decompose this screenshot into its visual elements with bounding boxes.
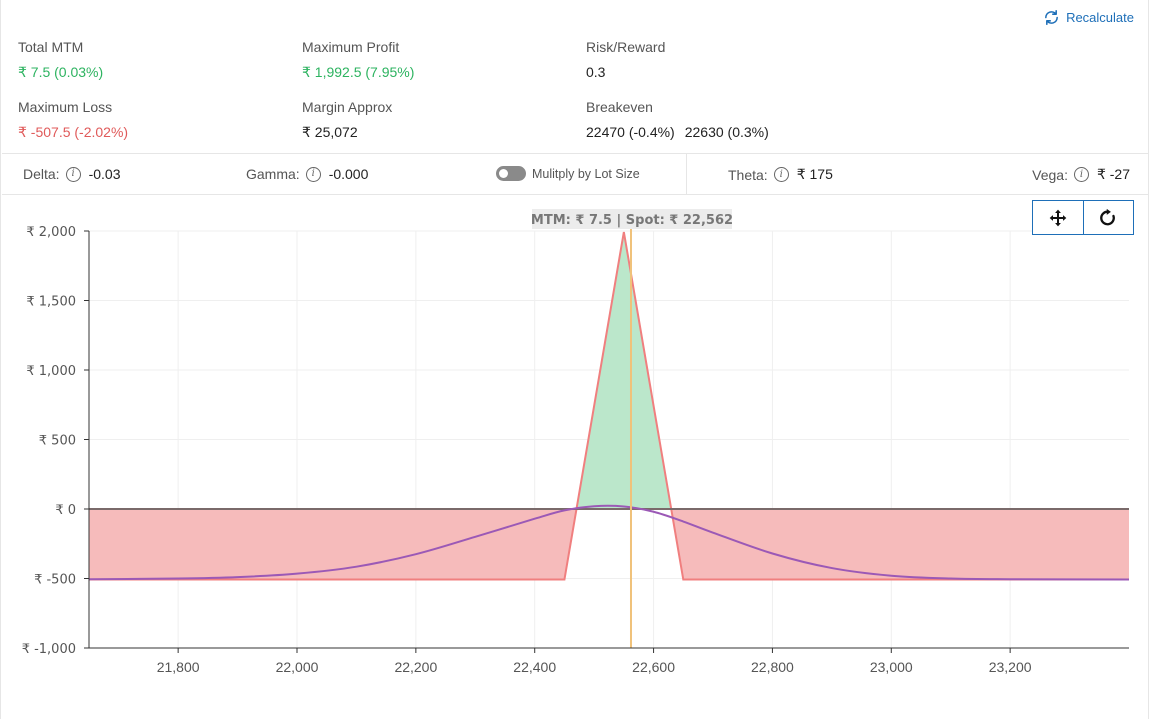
gamma-label: Gamma: (246, 166, 300, 182)
payoff-chart[interactable]: ₹ 2,000 ₹ 1,500 ₹ 1,000 ₹ 500 ₹ 0 ₹ -500 ₹ -1,… (1, 196, 1149, 719)
margin-value: ₹ 25,072 (302, 124, 358, 140)
chart-toolbar (1032, 200, 1134, 235)
vega-label: Vega: (1032, 166, 1068, 183)
y-tick-label: ₹ -1,000 (22, 642, 76, 657)
recalculate-button[interactable]: Recalculate (1043, 9, 1134, 26)
refresh-icon (1045, 9, 1059, 26)
x-tick-label: 22,000 (276, 659, 319, 675)
x-tick-label: 23,000 (870, 659, 913, 675)
target-day-payoff-line (88, 504, 1130, 581)
info-icon[interactable]: i (65, 166, 81, 182)
recalculate-label: Recalculate (1066, 10, 1134, 25)
max-loss-value: ₹ -507.5 (-2.02%) (18, 124, 129, 140)
x-tick-label: 22,400 (513, 659, 556, 675)
greeks-divider (686, 154, 687, 195)
theta-value: ₹ 175 (796, 166, 833, 182)
breakeven-values: 22470 (-0.4%) 22630 (0.3%) (586, 124, 769, 140)
info-icon[interactable]: i (773, 167, 789, 182)
breakeven-lower: 22470 (-0.4%) (586, 124, 675, 140)
max-profit-label: Maximum Profit (302, 39, 400, 55)
y-tick-label: ₹ -500 (34, 573, 76, 588)
greeks-bar: Delta: i -0.03 Gamma: i -0.000 Mulitply … (2, 153, 1149, 195)
reset-zoom-button[interactable] (1082, 201, 1134, 234)
x-tick-label: 22,600 (632, 659, 675, 675)
expiry-payoff-line (89, 231, 1129, 581)
delta-value: -0.03 (88, 166, 121, 182)
max-profit-value: ₹ 1,992.5 (7.95%) (302, 64, 415, 80)
x-tick-label: 23,200 (989, 659, 1032, 675)
total-mtm-label: Total MTM (18, 39, 84, 55)
max-loss-stat: Maximum Loss ₹ -507.5 (-2.02%) (18, 99, 128, 141)
x-tick-label: 22,800 (751, 659, 794, 675)
multiply-lot-size-label: Mulitply by Lot Size (532, 166, 640, 181)
margin-stat: Margin Approx ₹ 25,072 (302, 99, 392, 141)
toggle-switch[interactable] (496, 166, 526, 181)
total-mtm-stat: Total MTM ₹ 7.5 (0.03%) (18, 39, 103, 81)
info-icon[interactable]: i (1073, 167, 1089, 182)
y-tick-label: ₹ 0 (55, 503, 76, 518)
theta-greek: Theta: i ₹ 175 (728, 166, 833, 183)
tooltip-background (531, 209, 732, 229)
toggle-knob (499, 169, 508, 178)
pan-button[interactable] (1033, 201, 1083, 234)
tooltip-text: MTM: ₹ 7.5 | Spot: ₹ 22,562 (531, 213, 733, 228)
x-tick-label: 21,800 (157, 659, 200, 675)
move-arrows-icon (1049, 209, 1067, 226)
breakeven-label: Breakeven (586, 99, 653, 115)
multiply-lot-size-toggle[interactable]: Mulitply by Lot Size (496, 166, 640, 181)
loss-area (89, 509, 577, 580)
reset-icon (1100, 208, 1116, 225)
breakeven-stat: Breakeven 22470 (-0.4%) 22630 (0.3%) (586, 99, 769, 140)
delta-greek: Delta: i -0.03 (23, 166, 121, 182)
max-profit-stat: Maximum Profit ₹ 1,992.5 (7.95%) (302, 39, 414, 81)
gamma-greek: Gamma: i -0.000 (246, 166, 368, 182)
vega-greek: Vega: i ₹ -27 (1032, 166, 1130, 183)
margin-label: Margin Approx (302, 99, 393, 115)
theta-label: Theta: (728, 166, 768, 183)
vega-value: ₹ -27 (1096, 166, 1130, 182)
y-tick-label: ₹ 1,500 (26, 295, 76, 310)
gamma-value: -0.000 (328, 166, 369, 182)
risk-reward-value: 0.3 (586, 64, 606, 80)
profit-area (576, 232, 672, 510)
y-tick-label: ₹ 500 (39, 434, 76, 449)
delta-label: Delta: (23, 166, 60, 182)
y-tick-label: ₹ 1,000 (26, 364, 76, 379)
info-icon[interactable]: i (305, 166, 321, 182)
risk-reward-label: Risk/Reward (586, 39, 666, 55)
total-mtm-value: ₹ 7.5 (0.03%) (18, 64, 104, 80)
breakeven-upper: 22630 (0.3%) (684, 124, 769, 140)
x-tick-label: 22,200 (394, 659, 437, 675)
spot-tooltip: MTM: ₹ 7.5 | Spot: ₹ 22,562 (531, 209, 733, 229)
y-tick-label: ₹ 2,000 (26, 225, 76, 240)
risk-reward-stat: Risk/Reward 0.3 (586, 39, 665, 80)
loss-area (671, 509, 1129, 580)
max-loss-label: Maximum Loss (18, 99, 113, 115)
